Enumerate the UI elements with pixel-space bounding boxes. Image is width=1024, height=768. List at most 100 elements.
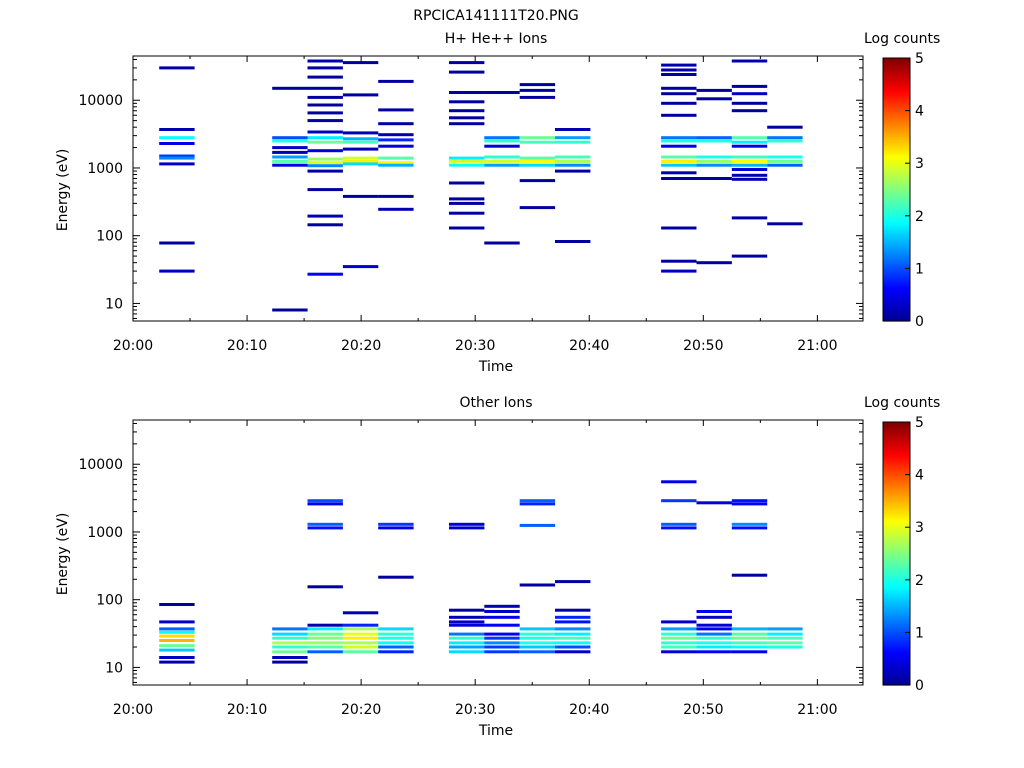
colorbar-swatch bbox=[883, 226, 910, 230]
heatmap-cell bbox=[307, 650, 343, 654]
heatmap-cell bbox=[484, 241, 520, 245]
heatmap-cell bbox=[661, 63, 697, 67]
colorbar-swatch bbox=[883, 247, 910, 250]
heatmap-cell bbox=[378, 144, 414, 148]
heatmap-cell bbox=[767, 125, 803, 129]
colorbar-swatch bbox=[883, 526, 910, 530]
colorbar-swatch bbox=[883, 563, 910, 567]
heatmap-cell bbox=[449, 608, 485, 612]
colorbar-swatch bbox=[883, 271, 910, 275]
x-tick-label: 20:20 bbox=[341, 338, 381, 354]
heatmap-cells bbox=[159, 480, 803, 664]
x-tick-label: 20:10 bbox=[227, 702, 267, 718]
colorbar-swatch bbox=[883, 183, 910, 186]
heatmap-cell bbox=[378, 526, 414, 530]
heatmap-cell bbox=[159, 648, 195, 652]
heatmap-cell bbox=[484, 610, 520, 613]
colorbar-swatch bbox=[883, 136, 910, 139]
y-tick-label: 10000 bbox=[78, 457, 123, 473]
heatmap-cell bbox=[272, 632, 308, 636]
heatmap-cell bbox=[342, 131, 379, 135]
heatmap-cell bbox=[342, 194, 379, 198]
heatmap-cell bbox=[307, 136, 343, 140]
heatmap-cell bbox=[661, 139, 697, 143]
colorbar-swatch bbox=[883, 613, 910, 616]
colorbar-swatch bbox=[883, 156, 910, 160]
colorbar-swatch bbox=[883, 72, 910, 76]
heatmap-cell bbox=[519, 499, 556, 503]
heatmap-cell bbox=[661, 636, 697, 640]
heatmap-cell bbox=[307, 95, 343, 99]
x-tick-label: 20:40 bbox=[569, 338, 609, 354]
heatmap-cell bbox=[449, 116, 485, 120]
heatmap-cell bbox=[661, 92, 697, 96]
heatmap-cell bbox=[307, 623, 343, 627]
colorbar-swatch bbox=[883, 600, 910, 604]
heatmap-cell bbox=[661, 480, 697, 484]
heatmap-cell bbox=[484, 163, 520, 167]
heatmap-cell bbox=[731, 254, 768, 258]
colorbar-swatch bbox=[883, 590, 910, 594]
heatmap-cell bbox=[696, 627, 732, 631]
heatmap-cell bbox=[449, 226, 485, 230]
heatmap-cell bbox=[159, 128, 195, 131]
colorbar-swatch bbox=[883, 292, 910, 295]
heatmap-cell bbox=[731, 101, 768, 105]
colorbar-swatch bbox=[883, 596, 910, 600]
plot-frame bbox=[132, 55, 864, 322]
colorbar-swatch bbox=[883, 82, 910, 86]
colorbar-swatch bbox=[883, 62, 910, 65]
colorbar-swatch bbox=[883, 58, 910, 61]
heatmap-cell bbox=[519, 95, 556, 99]
colorbar-swatch bbox=[883, 578, 910, 581]
colorbar-swatch bbox=[883, 471, 910, 474]
colorbar-tick-label: 0 bbox=[915, 678, 924, 694]
colorbar-swatch bbox=[883, 670, 910, 674]
heatmap-cell bbox=[342, 147, 379, 151]
colorbar-swatch bbox=[883, 682, 910, 686]
colorbar-swatch bbox=[883, 207, 910, 211]
heatmap-cell bbox=[731, 136, 768, 140]
colorbar-swatch bbox=[883, 479, 910, 483]
colorbar-swatch bbox=[883, 549, 910, 553]
colorbar-swatch bbox=[883, 656, 910, 659]
colorbar-swatch bbox=[883, 422, 910, 425]
colorbar-swatch bbox=[883, 555, 910, 559]
colorbar-swatch bbox=[883, 553, 910, 557]
heatmap-cell bbox=[378, 207, 414, 211]
heatmap-cell bbox=[519, 179, 556, 183]
heatmap-cell bbox=[159, 154, 195, 158]
x-tick-label: 20:00 bbox=[113, 338, 153, 354]
heatmap-cell bbox=[272, 650, 308, 654]
heatmap-cell bbox=[307, 164, 343, 168]
heatmap-cell bbox=[449, 163, 485, 167]
heatmap-cell bbox=[159, 656, 195, 659]
heatmap-cell bbox=[696, 261, 732, 265]
colorbar-swatch bbox=[883, 522, 910, 526]
colorbar-swatch bbox=[883, 310, 910, 314]
colorbar-swatch bbox=[883, 111, 910, 115]
colorbar-swatch bbox=[883, 173, 910, 176]
heatmap-cell bbox=[159, 136, 195, 140]
colorbar-swatch bbox=[883, 240, 910, 244]
colorbar-swatch bbox=[883, 148, 910, 152]
colorbar-swatch bbox=[883, 442, 910, 446]
colorbar-swatch bbox=[883, 450, 910, 454]
colorbar-swatch bbox=[883, 296, 910, 299]
colorbar-swatch bbox=[883, 551, 910, 555]
colorbar-swatch bbox=[883, 489, 910, 493]
plot-frame bbox=[132, 419, 864, 686]
heatmap-cell bbox=[555, 645, 591, 649]
colorbar-swatch bbox=[883, 253, 910, 256]
colorbar-swatch bbox=[883, 306, 910, 310]
heatmap-cell bbox=[342, 162, 379, 166]
heatmap-cell bbox=[378, 108, 414, 112]
heatmap-cell bbox=[555, 641, 591, 645]
heatmap-cell bbox=[661, 159, 697, 163]
colorbar-swatch bbox=[883, 576, 910, 579]
heatmap-cell bbox=[731, 645, 768, 649]
colorbar-swatch bbox=[883, 185, 910, 189]
heatmap-cell bbox=[307, 585, 343, 589]
colorbar-swatch bbox=[883, 220, 910, 223]
